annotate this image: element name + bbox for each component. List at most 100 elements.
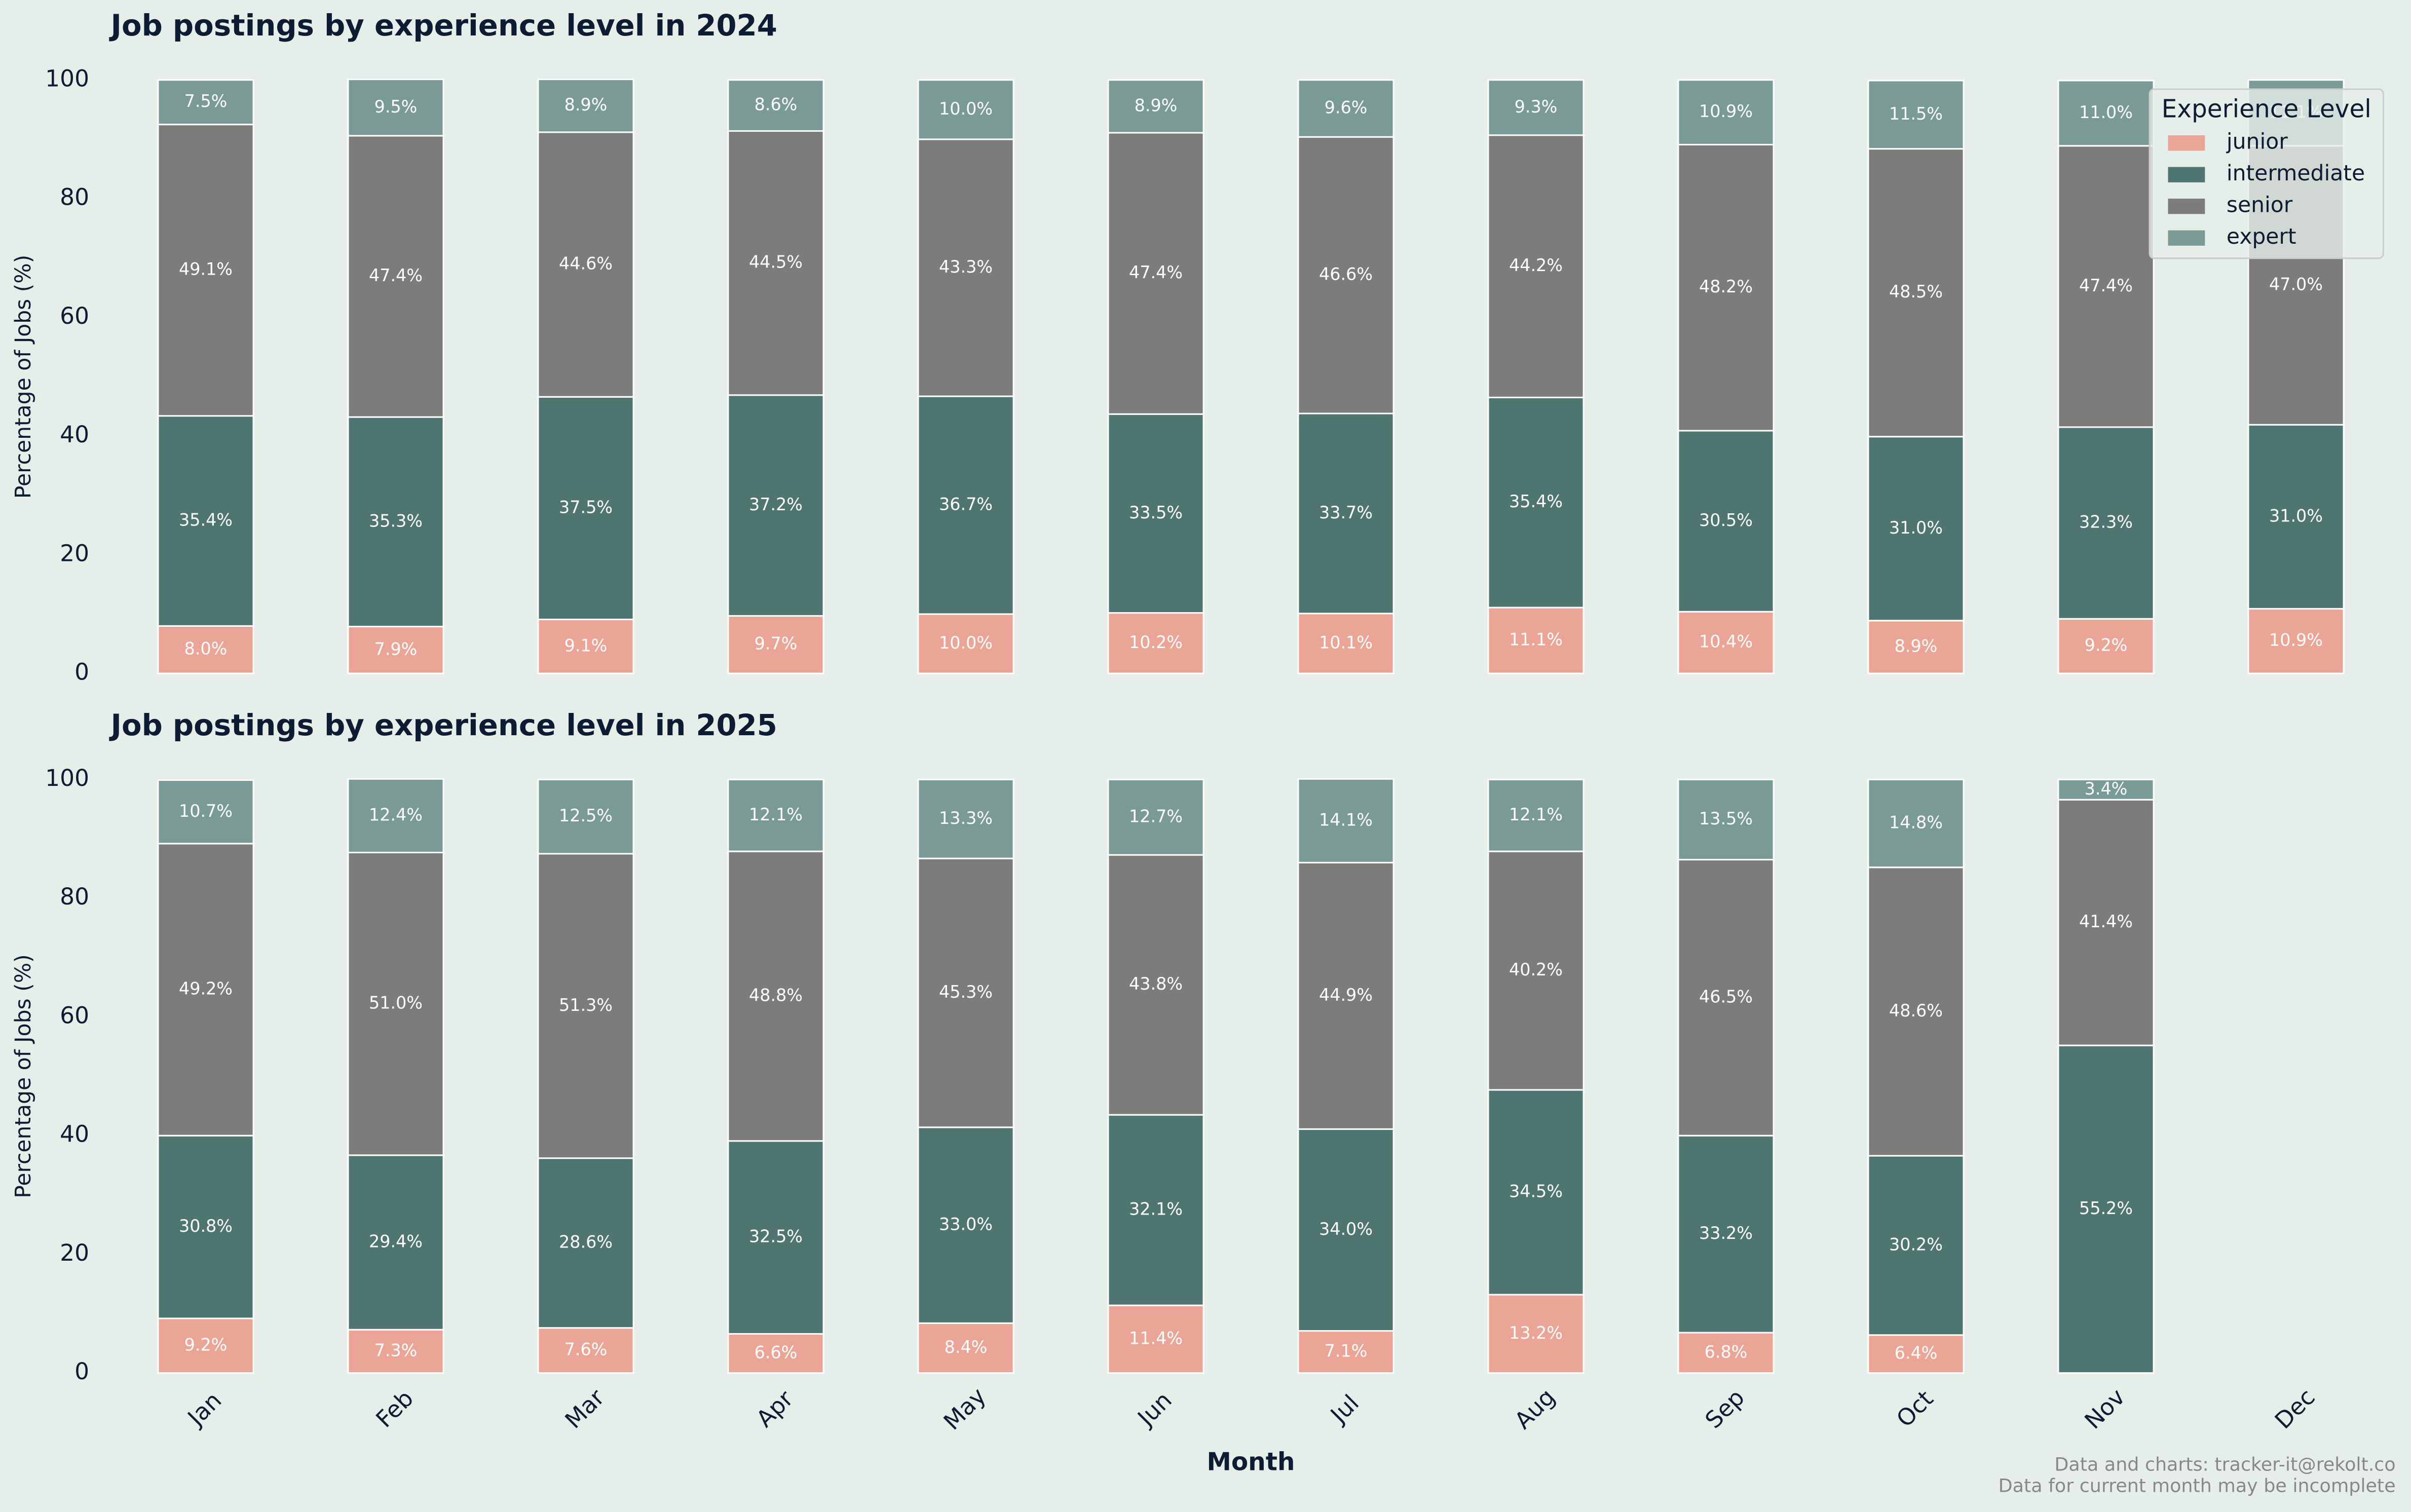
bar-segment xyxy=(347,1329,444,1374)
data-label: 30.5% xyxy=(1699,510,1753,530)
data-label: 9.2% xyxy=(2085,635,2128,655)
bar-segment xyxy=(727,850,824,1142)
y-axis-label: Percentage of Jobs (%) xyxy=(11,255,36,499)
data-label: 32.1% xyxy=(1129,1199,1183,1219)
data-label: 51.0% xyxy=(369,993,423,1013)
bar-segment xyxy=(727,1333,824,1374)
bar-segment xyxy=(1107,132,1204,415)
data-label: 37.2% xyxy=(749,495,803,514)
data-label: 10.9% xyxy=(1699,101,1753,121)
data-label: 9.3% xyxy=(1515,97,1558,117)
data-label: 48.2% xyxy=(1699,277,1753,296)
y-tick-label: 80 xyxy=(60,883,89,910)
bar-segment xyxy=(917,778,1014,859)
data-label: 7.1% xyxy=(1325,1341,1368,1361)
legend-box xyxy=(2149,88,2384,259)
bar-segment xyxy=(157,625,254,674)
bar-segment xyxy=(1107,1114,1204,1306)
bar-segment xyxy=(1487,778,1585,852)
bar-segment xyxy=(1107,79,1204,134)
data-label: 35.4% xyxy=(179,510,233,530)
bar-segment xyxy=(2057,778,2155,801)
data-label: 8.9% xyxy=(564,95,608,115)
bar-segment xyxy=(1297,1128,1395,1332)
bar-segment xyxy=(157,79,254,126)
bar-segment xyxy=(157,124,254,417)
data-label: 11.5% xyxy=(1889,104,1943,124)
bar-segment xyxy=(347,135,444,418)
bar-segment xyxy=(1867,80,1965,150)
data-label: 6.6% xyxy=(755,1343,798,1363)
y-tick-label: 100 xyxy=(45,765,89,791)
data-label: 8.0% xyxy=(184,639,228,659)
data-label: 12.7% xyxy=(1129,806,1183,826)
bar-segment xyxy=(727,1140,824,1335)
data-label: 29.4% xyxy=(369,1232,423,1252)
data-label: 28.6% xyxy=(559,1232,613,1252)
data-label: 37.5% xyxy=(559,497,613,517)
data-label: 34.0% xyxy=(1319,1219,1373,1239)
y-tick-label: 40 xyxy=(60,421,89,448)
bar-segment xyxy=(917,138,1014,397)
data-label: 8.9% xyxy=(1895,636,1938,656)
legend-swatch xyxy=(2168,167,2205,182)
data-label: 10.9% xyxy=(2269,630,2323,650)
bar-segment xyxy=(1677,79,1775,145)
y-tick-label: 0 xyxy=(74,1358,89,1385)
data-label: 44.2% xyxy=(1509,255,1563,275)
bar-segment xyxy=(1297,861,1395,1130)
data-label: 10.7% xyxy=(179,801,233,821)
bar-segment xyxy=(537,1327,634,1374)
y-tick-label: 60 xyxy=(60,1002,89,1029)
chart-title: Job postings by experience level in 2024 xyxy=(109,8,777,43)
data-label: 35.3% xyxy=(369,511,423,531)
bar-segment xyxy=(347,626,444,674)
data-label: 48.5% xyxy=(1889,282,1943,301)
bar-segment xyxy=(1297,412,1395,615)
bar-segment xyxy=(917,1126,1014,1324)
y-tick-label: 80 xyxy=(60,184,89,211)
bar-segment xyxy=(1867,1155,1965,1336)
bar-segment xyxy=(537,131,634,398)
data-label: 33.0% xyxy=(939,1215,993,1234)
data-label: 44.9% xyxy=(1319,985,1373,1005)
bar-segment xyxy=(1867,620,1965,674)
data-label: 13.5% xyxy=(1699,809,1753,828)
data-label: 7.3% xyxy=(374,1340,418,1360)
data-label: 7.9% xyxy=(374,639,418,659)
legend-swatch xyxy=(2168,135,2205,151)
bar-segment xyxy=(2057,799,2155,1046)
bar-segment xyxy=(1107,413,1204,614)
data-label: 7.6% xyxy=(564,1340,608,1359)
legend-label: senior xyxy=(2227,193,2293,218)
y-tick-label: 20 xyxy=(60,540,89,566)
data-label: 10.0% xyxy=(939,99,993,119)
bar-segment xyxy=(1487,607,1585,674)
data-label: 6.4% xyxy=(1895,1343,1938,1363)
data-label: 11.1% xyxy=(1509,630,1563,650)
data-label: 9.7% xyxy=(755,634,798,654)
bar-segment xyxy=(2057,145,2155,428)
data-label: 12.4% xyxy=(369,805,423,824)
bar-segment xyxy=(917,1322,1014,1374)
bar-segment xyxy=(1107,778,1204,856)
bar-segment xyxy=(1487,79,1585,136)
bar-segment xyxy=(157,779,254,845)
bar-segment xyxy=(537,853,634,1159)
bar-segment xyxy=(917,613,1014,674)
bar-segment xyxy=(917,395,1014,615)
data-label: 55.2% xyxy=(2079,1198,2133,1218)
data-label: 12.1% xyxy=(749,805,803,824)
bar-segment xyxy=(537,1157,634,1329)
data-label: 10.0% xyxy=(939,633,993,653)
bar-segment xyxy=(2247,424,2345,610)
bar-segment xyxy=(157,1317,254,1374)
bar-segment xyxy=(1487,850,1585,1091)
x-axis-label: Month xyxy=(1207,1448,1295,1477)
data-label: 9.6% xyxy=(1325,98,1368,118)
data-label: 49.2% xyxy=(179,979,233,999)
bar-segment xyxy=(917,79,1014,140)
bar-segment xyxy=(1297,79,1395,138)
bar-segment xyxy=(1677,611,1775,674)
